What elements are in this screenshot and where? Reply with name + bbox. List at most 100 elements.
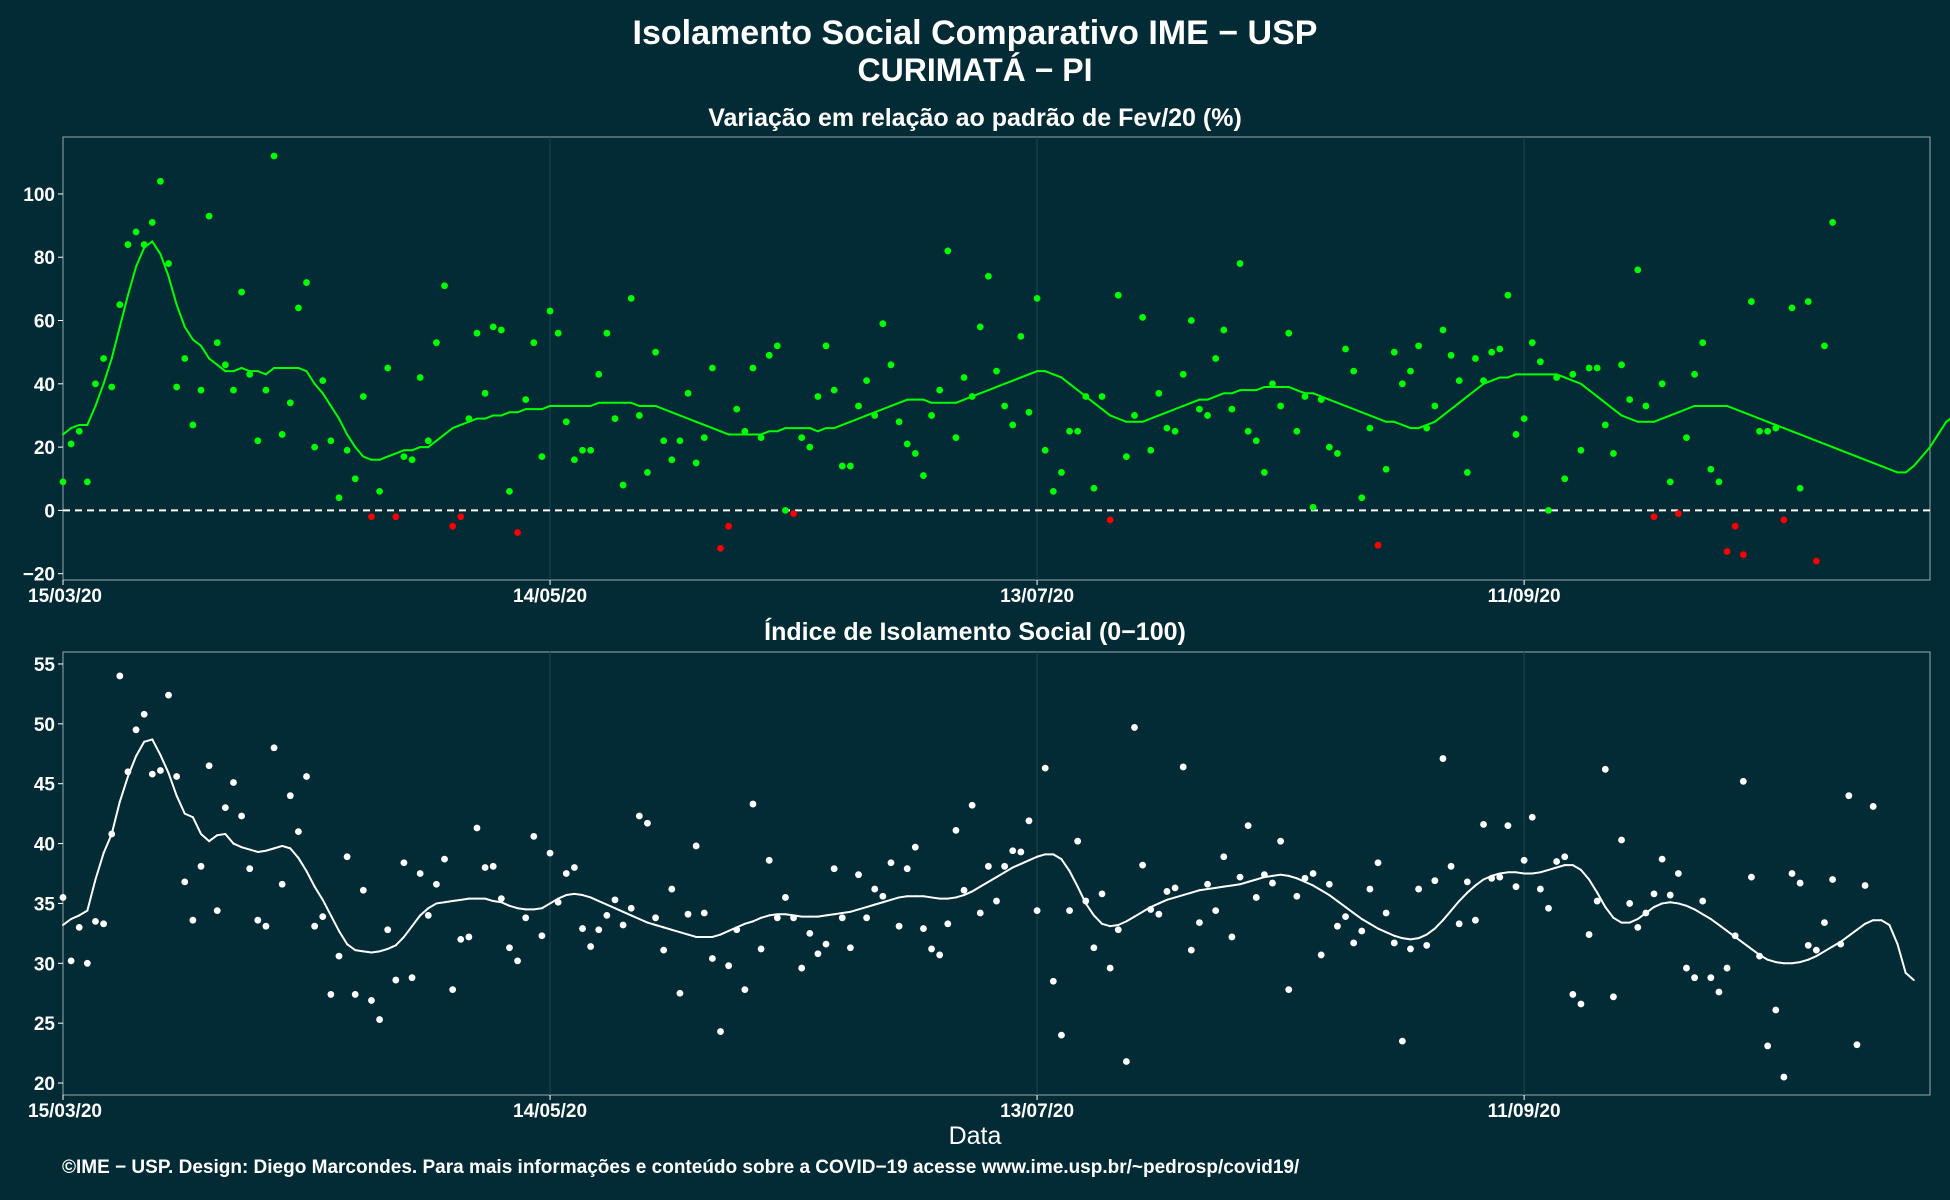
index-moving-average-segment <box>963 890 974 897</box>
variation-data-point <box>700 434 708 442</box>
variation-moving-average-segment <box>1758 417 1769 423</box>
index-moving-average-segment <box>1303 880 1315 887</box>
variation-data-point <box>221 361 229 369</box>
index-moving-average-segment <box>930 896 941 900</box>
variation-data-point <box>984 272 992 280</box>
index-data-point <box>165 691 172 699</box>
index-data-point <box>254 916 262 924</box>
index-moving-average-segment <box>1230 883 1242 887</box>
variation-data-point <box>1723 548 1731 555</box>
index-data-point <box>1277 837 1285 845</box>
variation-moving-average-segment <box>1011 376 1022 382</box>
variation-moving-average-segment <box>922 398 933 404</box>
index-data-point <box>1171 884 1179 892</box>
variation-moving-average-segment <box>1937 420 1948 436</box>
index-data-point <box>1179 763 1187 771</box>
index-data-point <box>1788 870 1796 877</box>
variation-moving-average-segment <box>346 433 357 449</box>
variation-moving-average-segment <box>808 427 819 433</box>
variation-data-point <box>798 434 806 442</box>
variation-data-point <box>993 367 1000 375</box>
chart-title: Isolamento Social Comparativo IME − USP <box>632 14 1318 52</box>
variation-data-point <box>1171 427 1179 435</box>
index-moving-average-segment <box>1864 919 1875 925</box>
index-moving-average-segment <box>841 910 852 915</box>
variation-moving-average-segment <box>1823 442 1834 449</box>
index-data-point <box>1074 837 1082 845</box>
variation-data-point <box>733 405 741 413</box>
variation-data-point <box>1285 329 1293 337</box>
variation-moving-average-segment <box>1450 401 1461 411</box>
index-moving-average-segment <box>1133 910 1144 918</box>
index-moving-average-segment <box>1799 958 1810 964</box>
index-moving-average-segment <box>191 816 202 835</box>
variation-data-point <box>595 370 603 378</box>
index-moving-average-segment <box>1571 864 1582 871</box>
variation-data-point <box>1114 291 1122 299</box>
variation-data-point <box>473 329 481 337</box>
index-data-point <box>335 952 343 960</box>
index-moving-average-segment <box>78 909 89 917</box>
variation-data-point <box>627 294 635 302</box>
index-moving-average-segment <box>1109 923 1120 928</box>
variation-data-point <box>1074 427 1082 435</box>
variation-data-point <box>92 380 99 388</box>
variation-data-point <box>1821 342 1828 350</box>
index-data-point <box>343 853 351 861</box>
variation-data-point <box>132 228 140 236</box>
variation-moving-average-segment <box>1287 385 1298 392</box>
variation-moving-average-segment <box>760 430 771 436</box>
variation-data-point <box>408 456 416 464</box>
index-x-tick-label: 15/03/20 <box>28 1101 102 1122</box>
variation-data-point <box>725 522 733 530</box>
index-y-tick-label: 55 <box>34 655 56 676</box>
index-moving-average-segment <box>743 920 754 925</box>
variation-data-point <box>879 320 887 328</box>
index-data-point <box>148 770 156 778</box>
index-moving-average-segment <box>1360 917 1371 925</box>
index-data-point <box>67 957 75 965</box>
index-moving-average-segment <box>1515 871 1526 875</box>
variation-moving-average-segment <box>1782 427 1794 433</box>
index-data-point <box>424 912 432 919</box>
variation-x-tick-label: 11/09/20 <box>1488 586 1561 607</box>
variation-moving-average-segment <box>1190 398 1201 404</box>
variation-data-point <box>1520 415 1528 423</box>
index-moving-average-segment <box>386 944 397 950</box>
index-data-point <box>668 885 676 893</box>
variation-moving-average-segment <box>1360 411 1371 417</box>
index-data-point <box>684 910 692 918</box>
variation-moving-average-segment <box>1766 420 1777 426</box>
index-data-point <box>765 856 773 864</box>
index-moving-average-segment <box>1855 922 1867 931</box>
index-moving-average-segment <box>248 848 259 853</box>
index-data-point <box>92 917 99 925</box>
index-data-point <box>798 964 806 972</box>
variation-moving-average-segment <box>459 420 470 426</box>
variation-data-point <box>359 393 367 400</box>
variation-moving-average-segment <box>329 404 340 420</box>
index-data-point <box>449 986 457 994</box>
index-data-point <box>1569 991 1577 998</box>
variation-data-point <box>676 437 684 445</box>
variation-moving-average-segment <box>719 430 730 436</box>
index-moving-average-segment <box>1888 923 1899 946</box>
index-moving-average-segment <box>1628 917 1639 924</box>
variation-data-point <box>270 152 278 160</box>
variation-data-point <box>1350 367 1358 375</box>
index-moving-average-segment <box>1174 894 1185 899</box>
variation-data-point <box>806 443 814 451</box>
index-moving-average-segment <box>216 832 227 837</box>
index-data-point <box>692 842 700 850</box>
index-data-point <box>173 773 181 780</box>
variation-data-point <box>1658 380 1666 388</box>
variation-data-point <box>205 212 213 220</box>
variation-data-point <box>1098 393 1106 400</box>
variation-data-point <box>75 427 83 435</box>
index-moving-average-segment <box>70 914 81 920</box>
index-data-point <box>1472 916 1479 924</box>
index-moving-average-segment <box>1239 880 1250 886</box>
index-data-point <box>822 940 830 948</box>
index-data-point <box>1187 946 1195 954</box>
variation-data-point <box>148 219 156 226</box>
